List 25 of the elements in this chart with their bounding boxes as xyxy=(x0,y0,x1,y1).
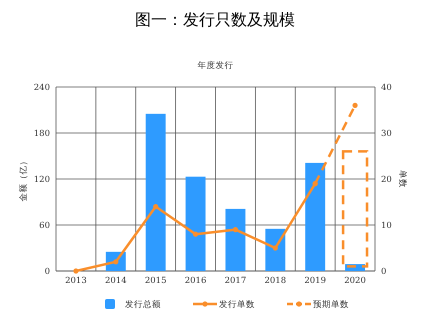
y-axis-title: 金额（亿） xyxy=(18,156,29,202)
x-tick-label: 2016 xyxy=(184,276,206,286)
chart-subtitle: 年度发行 xyxy=(198,60,234,71)
y-tick-label: 180 xyxy=(34,128,50,139)
chart-title: 图一：发行只数及规模 xyxy=(135,10,295,29)
x-tick-label: 2020 xyxy=(344,276,366,286)
y-tick-label: 60 xyxy=(39,220,50,231)
y2-axis-title: 单数 xyxy=(397,170,408,188)
x-tick-label: 2014 xyxy=(104,276,127,286)
x-tick-label: 2018 xyxy=(264,276,286,286)
legend-label: 发行单数 xyxy=(219,298,255,310)
y2-tick-label: 10 xyxy=(381,220,392,231)
y-tick-label: 0 xyxy=(44,266,50,277)
x-tick-label: 2015 xyxy=(144,276,167,286)
y2-tick-label: 30 xyxy=(381,128,392,139)
legend-label: 发行总额 xyxy=(125,298,161,310)
x-tick-label: 2019 xyxy=(304,276,326,286)
x-tick-label: 2017 xyxy=(224,276,246,286)
y-tick-label: 240 xyxy=(34,82,50,93)
y2-tick-label: 40 xyxy=(381,82,392,93)
y2-tick-label: 0 xyxy=(381,266,386,277)
x-tick-label: 2013 xyxy=(65,276,87,286)
legend-label: 预期单数 xyxy=(313,298,349,310)
y-tick-label: 120 xyxy=(34,174,50,185)
y2-tick-label: 20 xyxy=(381,174,392,185)
